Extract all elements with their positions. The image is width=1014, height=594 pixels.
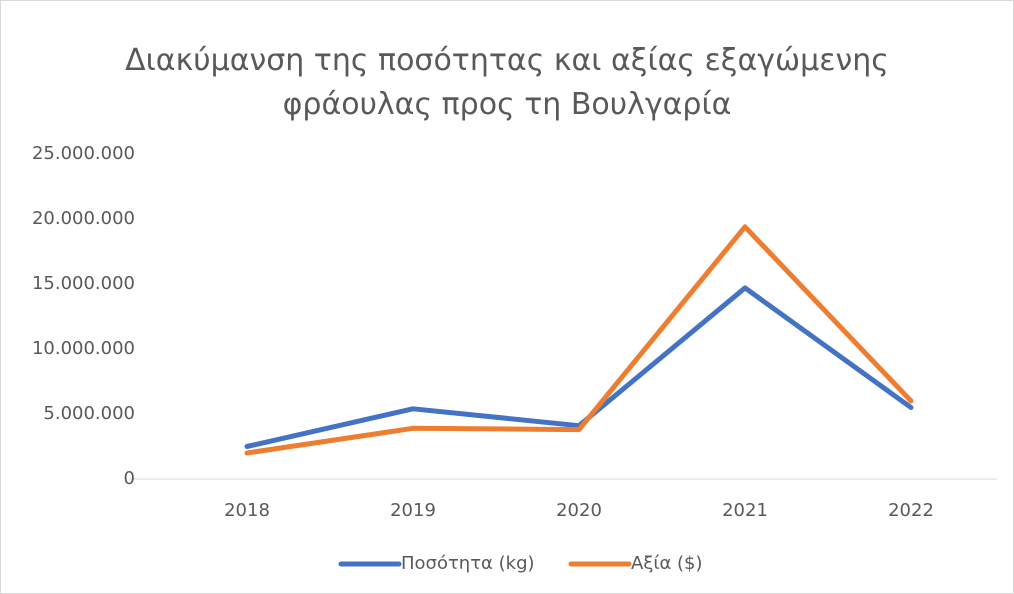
chart-title: Διακύμανση της ποσότητας και αξίας εξαγώ…	[125, 43, 889, 122]
y-tick-label: 0	[124, 468, 135, 489]
series-line	[244, 285, 914, 449]
y-tick-label: 10.000.000	[32, 338, 135, 359]
x-tick-label: 2020	[556, 500, 602, 521]
y-tick-label: 15.000.000	[32, 273, 135, 294]
series-line	[244, 224, 914, 456]
y-tick-label: 25.000.000	[32, 143, 135, 164]
x-tick-label: 2021	[722, 500, 768, 521]
legend-label: Αξία ($)	[631, 553, 703, 574]
y-tick-label: 5.000.000	[43, 403, 135, 424]
x-tick-label: 2019	[390, 500, 436, 521]
x-tick-label: 2022	[888, 500, 934, 521]
legend-label: Ποσότητα (kg)	[401, 553, 535, 574]
x-tick-label: 2018	[224, 500, 270, 521]
y-tick-label: 20.000.000	[32, 208, 135, 229]
